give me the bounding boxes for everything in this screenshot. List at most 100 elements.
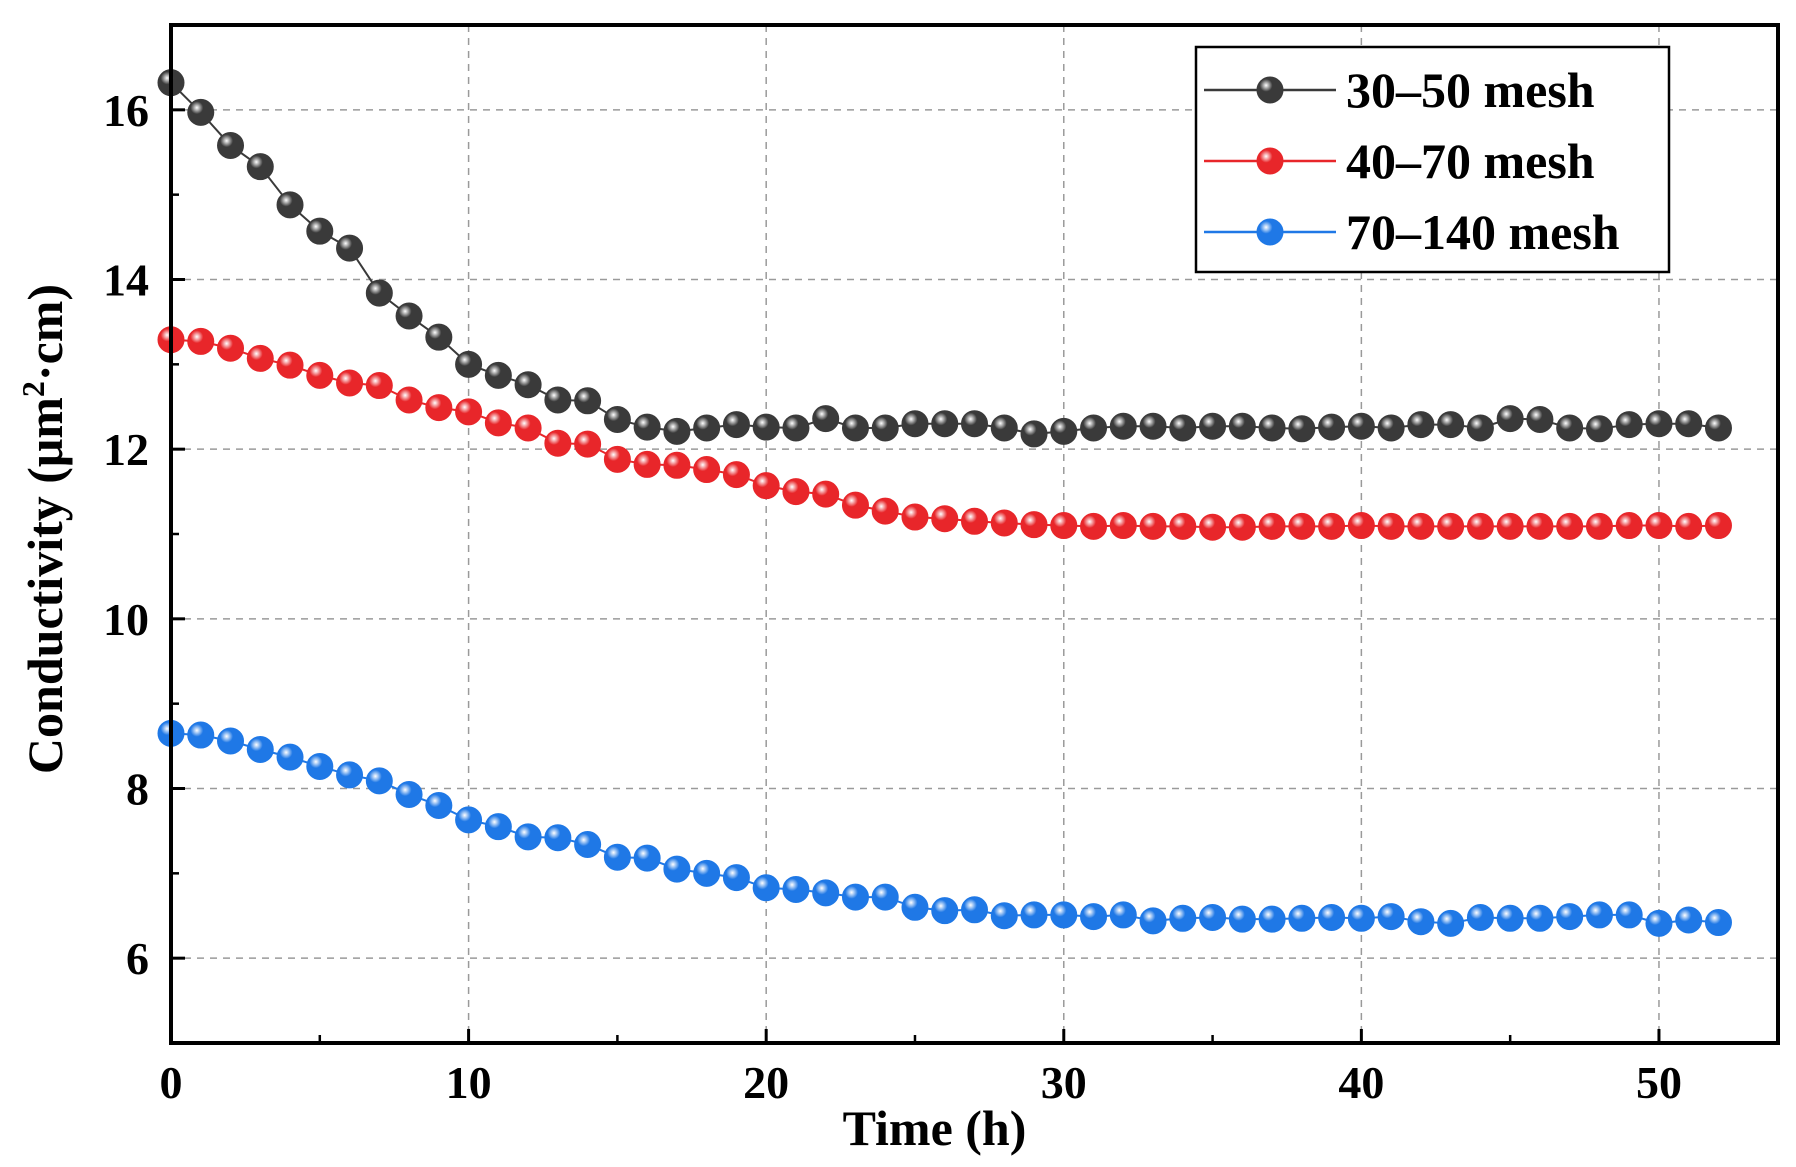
data-point: [693, 859, 721, 887]
y-tick-label: 14: [103, 255, 149, 306]
data-point: [1080, 512, 1108, 540]
data-point: [455, 806, 483, 834]
data-point: [603, 843, 631, 871]
data-point: [1704, 414, 1732, 442]
data-point: [1139, 907, 1167, 935]
data-point: [1466, 414, 1494, 442]
data-point: [425, 394, 453, 422]
data-point: [1258, 414, 1286, 442]
data-point: [1288, 512, 1316, 540]
data-point: [1109, 512, 1137, 540]
data-point: [1169, 512, 1197, 540]
legend-entry: 30–50 mesh: [1204, 62, 1595, 118]
data-point: [484, 409, 512, 437]
data-point: [1199, 412, 1227, 440]
data-point: [544, 386, 572, 414]
data-point: [365, 372, 393, 400]
data-point: [1050, 417, 1078, 445]
data-point: [1704, 512, 1732, 540]
data-point: [1318, 512, 1346, 540]
data-point: [1407, 512, 1435, 540]
data-point: [187, 98, 215, 126]
data-point: [603, 445, 631, 473]
data-point: [990, 902, 1018, 930]
data-point: [1080, 414, 1108, 442]
data-point: [1704, 909, 1732, 937]
data-point: [1556, 512, 1584, 540]
data-point: [722, 411, 750, 439]
data-point: [574, 387, 602, 415]
data-point: [395, 780, 423, 808]
data-point: [1318, 413, 1346, 441]
data-point: [901, 410, 929, 438]
data-point: [217, 131, 245, 159]
data-point: [336, 234, 364, 262]
data-point: [1615, 512, 1643, 540]
data-point: [1526, 904, 1554, 932]
data-point: [187, 721, 215, 749]
data-point: [1407, 908, 1435, 936]
data-point: [1645, 512, 1673, 540]
data-point: [1377, 414, 1405, 442]
data-point: [663, 417, 691, 445]
series-line: [170, 732, 1719, 925]
data-point: [574, 830, 602, 858]
legend-marker: [1256, 76, 1284, 104]
x-tick-label: 30: [1041, 1057, 1087, 1108]
data-point: [782, 478, 810, 506]
data-point: [544, 824, 572, 852]
data-point: [663, 855, 691, 883]
x-tick-label: 20: [743, 1057, 789, 1108]
data-point: [574, 430, 602, 458]
data-point: [1615, 411, 1643, 439]
data-point: [1050, 512, 1078, 540]
data-point: [1109, 901, 1137, 929]
data-point: [693, 456, 721, 484]
y-axis-title-main: Conductivity (μm: [17, 397, 73, 774]
data-point: [484, 813, 512, 841]
data-point: [990, 414, 1018, 442]
legend-marker: [1256, 147, 1284, 175]
data-point: [1556, 414, 1584, 442]
data-point: [1080, 903, 1108, 931]
data-point: [1288, 904, 1316, 932]
data-point: [1169, 904, 1197, 932]
data-point: [395, 302, 423, 330]
data-point: [306, 752, 334, 780]
data-point: [841, 414, 869, 442]
data-point: [514, 414, 542, 442]
data-point: [514, 823, 542, 851]
x-axis-title: Time (h): [843, 1100, 1027, 1156]
data-point: [901, 503, 929, 531]
legend-entry: 40–70 mesh: [1204, 133, 1595, 189]
y-axis-title: Conductivity (μm2·cm): [15, 284, 73, 774]
legend-entry: 70–140 mesh: [1204, 204, 1620, 260]
data-point: [1050, 901, 1078, 929]
x-tick-label: 0: [160, 1057, 183, 1108]
data-point: [1228, 412, 1256, 440]
data-point: [425, 791, 453, 819]
data-point: [693, 414, 721, 442]
data-point: [455, 398, 483, 426]
data-point: [1615, 901, 1643, 929]
series-40-70-mesh: [157, 326, 1732, 541]
data-point: [1407, 411, 1435, 439]
x-tick-label: 40: [1338, 1057, 1384, 1108]
legend-label: 30–50 mesh: [1346, 62, 1595, 118]
data-point: [871, 414, 899, 442]
legend-label: 40–70 mesh: [1346, 133, 1595, 189]
data-point: [990, 509, 1018, 537]
data-point: [1347, 512, 1375, 540]
y-axis-title-superscript: 2: [15, 381, 51, 397]
data-point: [1585, 512, 1613, 540]
data-point: [961, 896, 988, 924]
data-point: [1199, 513, 1227, 541]
data-point: [1496, 405, 1524, 433]
data-point: [1585, 415, 1613, 443]
data-point: [1318, 903, 1346, 931]
data-point: [306, 217, 334, 245]
data-point: [1377, 512, 1405, 540]
data-point: [514, 371, 542, 399]
